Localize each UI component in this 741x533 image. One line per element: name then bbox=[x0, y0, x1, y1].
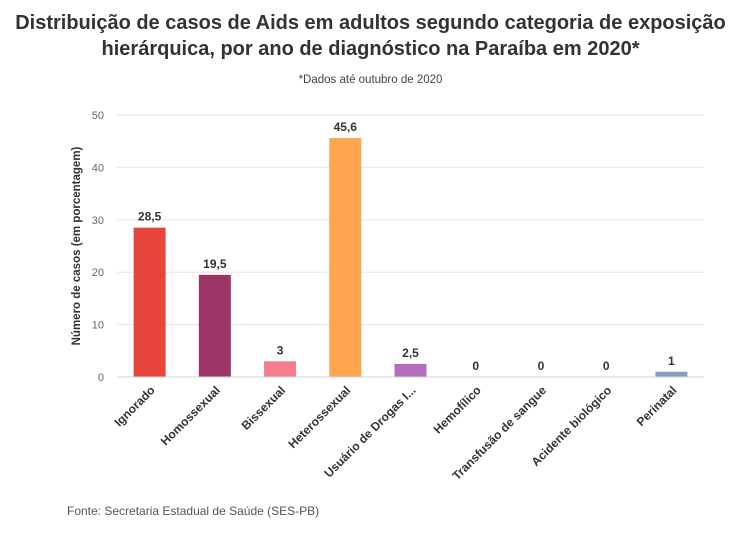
y-tick-label: 0 bbox=[98, 372, 104, 384]
y-tick-label: 40 bbox=[92, 162, 104, 174]
x-tick-label: Perinatal bbox=[634, 383, 680, 429]
bar bbox=[394, 363, 427, 377]
data-labels: 28,5 19,5 3 45,6 2,5 0 0 0 1 bbox=[138, 120, 675, 373]
data-label: 28,5 bbox=[138, 210, 162, 224]
bars bbox=[133, 138, 688, 377]
data-label: 1 bbox=[668, 354, 675, 368]
bar bbox=[655, 371, 688, 377]
bar bbox=[198, 274, 231, 377]
data-label: 3 bbox=[277, 343, 284, 357]
y-tick-label: 50 bbox=[92, 110, 104, 122]
y-tick-label: 10 bbox=[92, 320, 104, 332]
y-axis-ticks: 0 10 20 30 40 50 bbox=[92, 110, 104, 384]
x-tick-label: Bissexual bbox=[239, 383, 289, 433]
source-note: Fonte: Secretaria Estadual de Saúde (SES… bbox=[67, 504, 320, 518]
x-tick-label: Heterossexual bbox=[285, 383, 353, 451]
chart-subtitle: *Dados até outubro de 2020 bbox=[298, 74, 443, 86]
data-label: 0 bbox=[472, 359, 479, 373]
data-label: 0 bbox=[603, 359, 610, 373]
bar bbox=[133, 227, 166, 377]
y-axis-title: Número de casos (em porcentagem) bbox=[71, 146, 83, 345]
data-label: 2,5 bbox=[402, 346, 419, 360]
chart-title: Distribuição de casos de Aids em adultos… bbox=[15, 12, 726, 60]
x-tick-label: Homossexual bbox=[158, 383, 223, 448]
data-label: 0 bbox=[538, 359, 545, 373]
data-label: 45,6 bbox=[334, 120, 358, 134]
y-tick-label: 30 bbox=[92, 215, 104, 227]
x-tick-label: Hemofílico bbox=[431, 383, 484, 436]
bar bbox=[264, 361, 297, 377]
y-tick-label: 20 bbox=[92, 267, 104, 279]
x-axis-labels: Ignorado Homossexual BissexualHeterossexua… bbox=[112, 383, 680, 483]
bar bbox=[329, 138, 362, 377]
x-tick-label: Ignorado bbox=[112, 383, 158, 429]
data-label: 19,5 bbox=[203, 257, 227, 271]
